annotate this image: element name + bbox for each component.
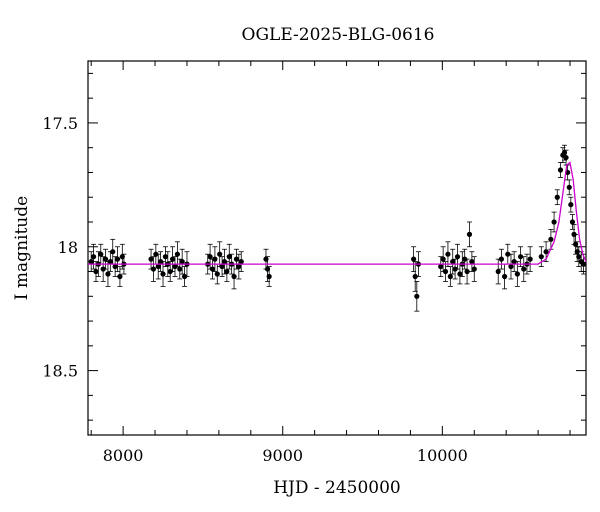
data-point [521,266,527,272]
data-point [466,231,473,237]
data-point [457,271,463,277]
data-point [454,254,461,260]
data-point [447,273,453,280]
data-point [112,263,118,270]
data-point [110,249,116,255]
data-point [114,256,121,262]
data-point [160,271,166,277]
data-point [568,202,574,208]
data-points [88,144,587,312]
plot-area: 8000 9000 10000 17.5 18 18.5 [42,60,587,465]
data-point [231,273,237,280]
data-point [517,254,524,260]
y-tick-label: 18 [58,238,78,257]
data-point [412,273,418,280]
data-point [93,268,99,275]
data-point [501,273,508,280]
data-point [226,254,232,260]
data-point [581,261,587,267]
data-point [505,251,511,257]
data-point [411,256,417,262]
data-point [90,254,97,260]
data-point [233,256,240,262]
data-point [450,259,456,265]
data-point [543,249,549,255]
data-point [548,236,554,242]
data-point [508,263,514,270]
data-point [102,256,109,262]
data-point [566,184,572,190]
data-point [117,273,123,280]
y-tick-label: 18.5 [42,362,78,381]
data-point [214,271,220,277]
data-point [174,251,180,257]
data-point [464,268,470,275]
data-point [217,251,223,257]
data-point [207,254,213,260]
x-tick-label: 10000 [417,446,468,465]
axis-ticks [88,61,586,435]
data-point [236,263,242,270]
chart-title: OGLE-2025-BLG-0616 [242,25,435,45]
y-axis-label: I magnitude [12,196,32,300]
data-point [150,266,157,272]
data-point [162,254,169,260]
data-point [554,194,560,200]
data-point [177,266,183,272]
data-point [440,256,446,262]
model-curve [88,161,587,265]
data-point [563,154,569,161]
data-point [105,271,111,277]
x-tick-label: 8000 [103,446,144,465]
data-point [569,219,576,225]
x-axis-label: HJD - 2450000 [273,478,401,498]
data-point [551,219,557,225]
data-point [469,259,475,265]
data-point [238,259,244,265]
data-point [471,266,477,272]
y-tick-label: 17.5 [42,114,78,133]
data-point [414,293,420,299]
data-point [557,167,564,173]
data-point [224,268,230,275]
plot-frame [87,60,587,436]
data-point [98,251,104,257]
data-point [148,256,154,262]
data-point [442,268,449,275]
data-point [438,263,444,270]
data-point [498,256,505,262]
axis-tick-labels: 8000 9000 10000 17.5 18 18.5 [42,114,467,465]
data-point [209,266,216,272]
data-point [514,271,520,277]
data-point [538,254,544,260]
data-point [155,263,161,270]
data-point [495,268,501,275]
data-point [88,259,94,265]
x-tick-label: 9000 [262,446,303,465]
data-point [511,259,517,265]
data-point [169,256,176,262]
data-point [212,256,218,262]
data-point [179,259,185,265]
data-point [445,251,451,257]
data-point [527,256,533,262]
data-point [266,273,272,280]
data-point [107,259,113,265]
data-point [219,263,225,270]
data-point [576,254,582,260]
